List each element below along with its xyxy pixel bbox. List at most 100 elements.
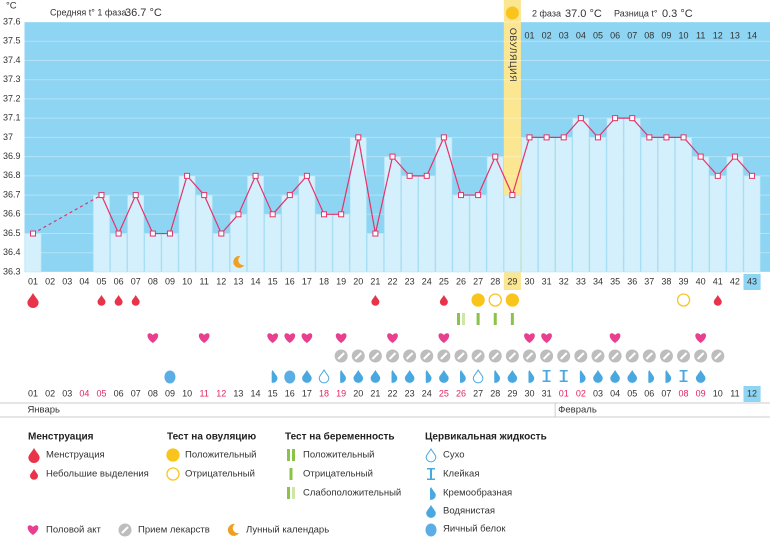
ovulation-test-icon [676,293,691,307]
pill-slash [645,352,654,360]
calendar-date: 09 [696,388,706,398]
cm-cut [489,369,495,383]
phase2-day: 09 [661,30,671,40]
calendar-date: 12 [747,388,757,398]
cm-icon [507,370,518,383]
medication-icon [471,349,485,363]
sex-icon [147,333,159,343]
cycle-day: 41 [713,276,723,286]
temp-point [355,134,362,141]
pill-slash [714,352,722,360]
ovulation-test-icon [488,293,502,307]
spotting-icon [713,295,722,306]
calendar-date: 12 [216,388,226,398]
cm-icon [523,369,535,383]
medication-icon [386,349,400,363]
calendar-date: 18 [319,388,329,398]
legend-item: Положительный [185,450,256,461]
temp-point [440,134,447,141]
pill-slash [121,526,129,534]
sex-icon [301,333,313,343]
temp-point [663,134,670,141]
temp-point [149,230,156,237]
legend-item: Клейкая [443,469,479,480]
temp-segment [563,117,582,138]
calendar-date: 21 [370,388,380,398]
legend-item: Прием лекарств [138,525,210,536]
sex-icon [27,525,39,535]
legend-item: Яичный белок [443,524,506,535]
medication-icon [540,349,554,363]
medication-icon [505,349,519,363]
pregnancy-test-icon [476,313,480,325]
cm-icon [335,369,346,383]
medication-icon [557,349,571,363]
temp-segment [135,194,154,234]
legend-item: Небольшие выделения [46,469,149,480]
cm-icon [284,370,296,384]
cm-icon [386,369,398,383]
temp-segment [717,156,736,177]
cycle-day: 04 [79,276,89,286]
legend-item: Сухо [443,450,465,461]
medication-icon [488,349,502,363]
phase2-day: 05 [593,30,603,40]
cycle-day: 18 [319,276,329,286]
y-tick-label: 36.5 [3,228,21,238]
pill-slash [388,352,397,360]
phase1-value: 36.7 °C [125,7,162,19]
medication-icon [118,523,132,537]
cycle-day: 22 [388,276,398,286]
cm-icon [425,523,437,537]
cm-cut [643,369,649,383]
sex-icon [609,333,621,343]
legend-item: Отрицательный [185,469,255,480]
medication-icon [334,349,348,363]
temp-point [629,115,636,122]
ovulation-test-icon [166,467,180,481]
cycle-day: 21 [370,276,380,286]
temp-segment [511,137,531,196]
temp-column [298,175,316,273]
temp-point [372,230,379,237]
legend-item: Водянистая [443,506,495,517]
cm-cut [420,369,426,383]
calendar-date: 06 [114,388,124,398]
temp-point [235,211,242,218]
cycle-day: 09 [165,276,175,286]
temp-column [709,175,727,273]
pill-slash [371,352,380,360]
calendar-date: 08 [679,388,689,398]
cycle-day: 32 [559,276,569,286]
pregnancy-test-icon [287,487,295,499]
temp-point [612,115,619,122]
cycle-day: 14 [251,276,261,286]
temp-segment [580,117,599,138]
medication-icon [677,349,691,363]
ovulation-test-icon [471,293,485,307]
calendar-date: 04 [610,388,620,398]
temp-segment [426,137,445,177]
calendar-date: 24 [422,388,432,398]
y-tick-label: 37.4 [3,55,21,65]
legend-icon [30,469,38,480]
cm-icon [427,468,435,480]
phase2-day: 14 [747,30,757,40]
temp-point [475,192,482,199]
unit: °C [6,1,17,12]
temp-column [178,175,196,273]
cm-icon [404,370,415,383]
calendar-date: 15 [268,388,278,398]
test-strip [457,313,460,325]
cycle-day: 43 [747,276,757,286]
y-tick-label: 36.8 [3,170,21,180]
test-strip [292,449,295,461]
cm-icon [559,370,568,382]
medication-icon [694,349,708,363]
sex-icon [387,333,398,343]
ovulation-test-icon [505,293,520,307]
temp-point [269,211,276,218]
cycle-day: 07 [131,276,141,286]
phase2-day: 10 [679,30,689,40]
